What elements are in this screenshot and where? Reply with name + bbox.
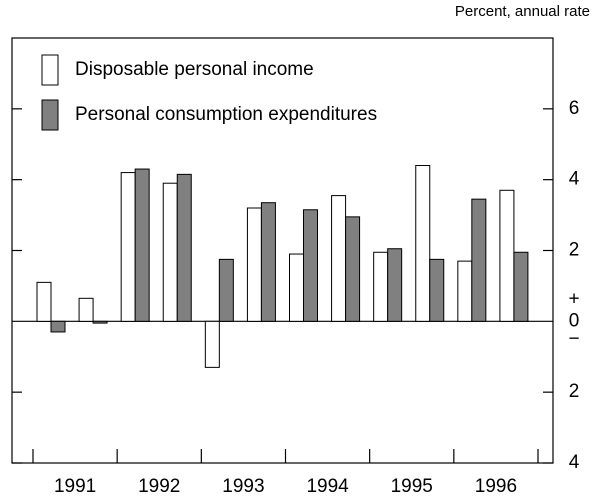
legend-swatch [41, 99, 59, 131]
sign-label: + [568, 288, 579, 309]
bar [429, 258, 445, 322]
x-tick-label: 1994 [306, 476, 349, 497]
bar [513, 251, 529, 322]
x-tick-label: 1992 [138, 476, 180, 497]
bar [78, 297, 94, 322]
bar [303, 209, 318, 322]
bar [134, 168, 150, 322]
x-tick-label: 1991 [54, 476, 96, 497]
x-tick-label: 1993 [222, 476, 264, 497]
x-tick-label: 1995 [391, 476, 433, 497]
bar [120, 172, 136, 322]
x-tick-label: 1996 [475, 476, 517, 497]
bar [331, 195, 347, 322]
y-tick-label: 6 [569, 98, 580, 119]
unit-label: Percent, annual rate [455, 3, 590, 20]
bar [289, 253, 304, 322]
bar [260, 202, 276, 322]
bar [373, 251, 389, 322]
bar [499, 189, 515, 322]
bar [162, 182, 178, 322]
bar [471, 198, 487, 322]
y-tick-label: 2 [569, 381, 580, 402]
bar [415, 165, 431, 322]
sign-label: − [568, 328, 579, 349]
legend-swatch [41, 54, 59, 86]
bar [218, 258, 234, 322]
legend-label: Disposable personal income [75, 59, 314, 80]
bar [345, 216, 361, 322]
bar [246, 207, 262, 322]
y-tick-label: 2 [569, 240, 580, 261]
y-tick-label: 0 [569, 310, 580, 331]
bar [387, 248, 403, 322]
bar [457, 260, 473, 322]
bar [50, 320, 66, 333]
y-tick-label: 4 [569, 452, 580, 473]
bar [92, 320, 108, 324]
bar [204, 320, 220, 368]
bar [36, 281, 52, 322]
bar [176, 173, 192, 322]
legend-label: Personal consumption expenditures [75, 104, 377, 125]
y-tick-label: 4 [569, 169, 580, 190]
